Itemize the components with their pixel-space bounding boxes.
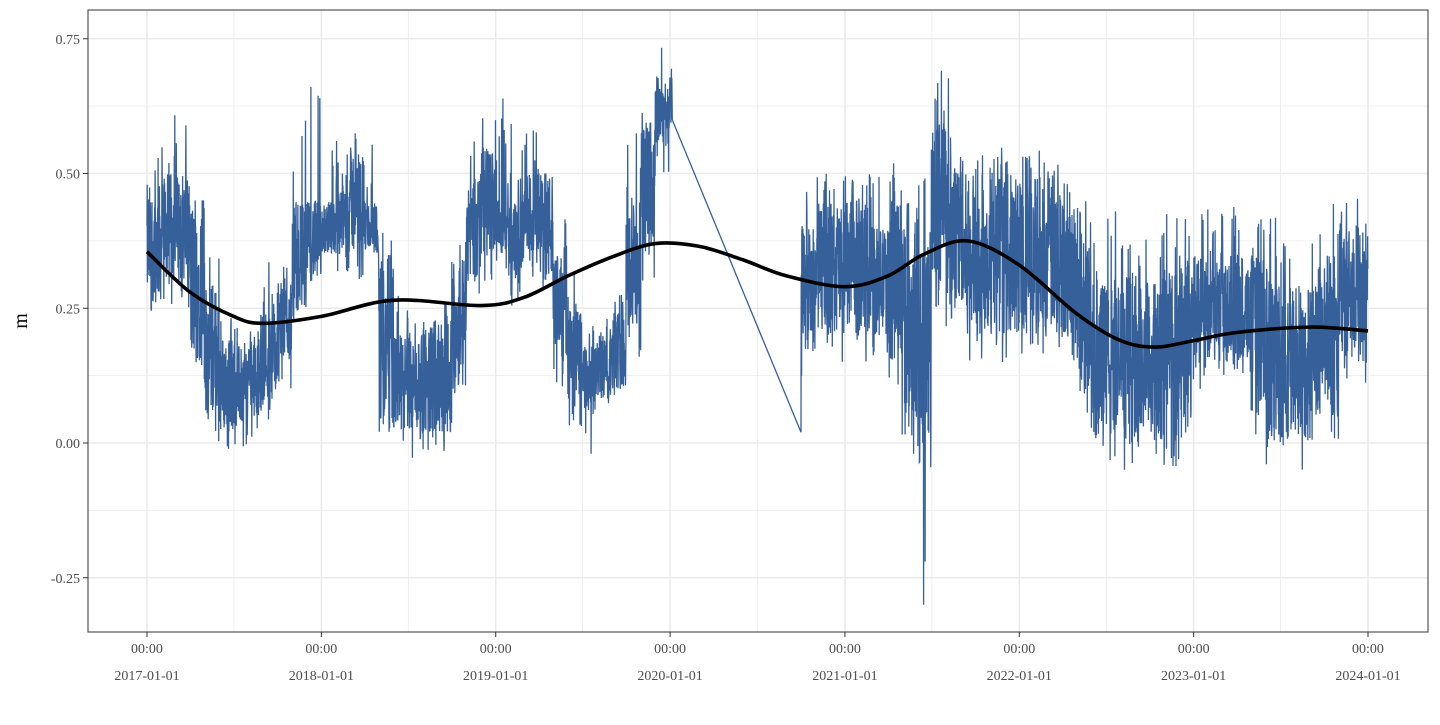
x-tick-time: 00:00 (131, 642, 163, 657)
x-tick-label: 2023-01-01 (1161, 669, 1226, 684)
x-tick-label: 2018-01-01 (289, 669, 354, 684)
x-tick-time: 00:00 (829, 642, 861, 657)
y-tick-label: 0.00 (56, 437, 81, 452)
trend-line (145, 238, 1369, 349)
y-tick-label: 0.25 (56, 302, 81, 317)
x-tick-label: 2017-01-01 (114, 669, 179, 684)
x-tick-label: 2021-01-01 (812, 669, 877, 684)
x-tick-time: 00:00 (1352, 642, 1384, 657)
panel-border (87, 9, 1429, 633)
y-tick-label: 0.75 (56, 33, 81, 48)
y-axis: 0.75 0.50 0.25 0.00 -0.25 (51, 33, 88, 587)
x-tick-label: 2022-01-01 (987, 669, 1052, 684)
x-tick-time: 00:00 (1003, 642, 1035, 657)
y-tick-label: -0.25 (51, 572, 80, 587)
x-tick-label: 2019-01-01 (463, 669, 528, 684)
x-tick-label: 2024-01-01 (1335, 669, 1400, 684)
x-tick-time: 00:00 (654, 642, 686, 657)
x-tick-time: 00:00 (305, 642, 337, 657)
y-tick-label: 0.50 (56, 168, 81, 183)
x-axis: 00:00 2017-01-01 00:00 2018-01-01 00:00 2019-… (114, 632, 1401, 684)
x-tick-label: 2020-01-01 (637, 669, 702, 684)
y-axis-title: m (10, 313, 32, 329)
x-tick-time: 00:00 (1178, 642, 1210, 657)
x-tick-time: 00:00 (480, 642, 512, 657)
series-line (146, 47, 1369, 605)
